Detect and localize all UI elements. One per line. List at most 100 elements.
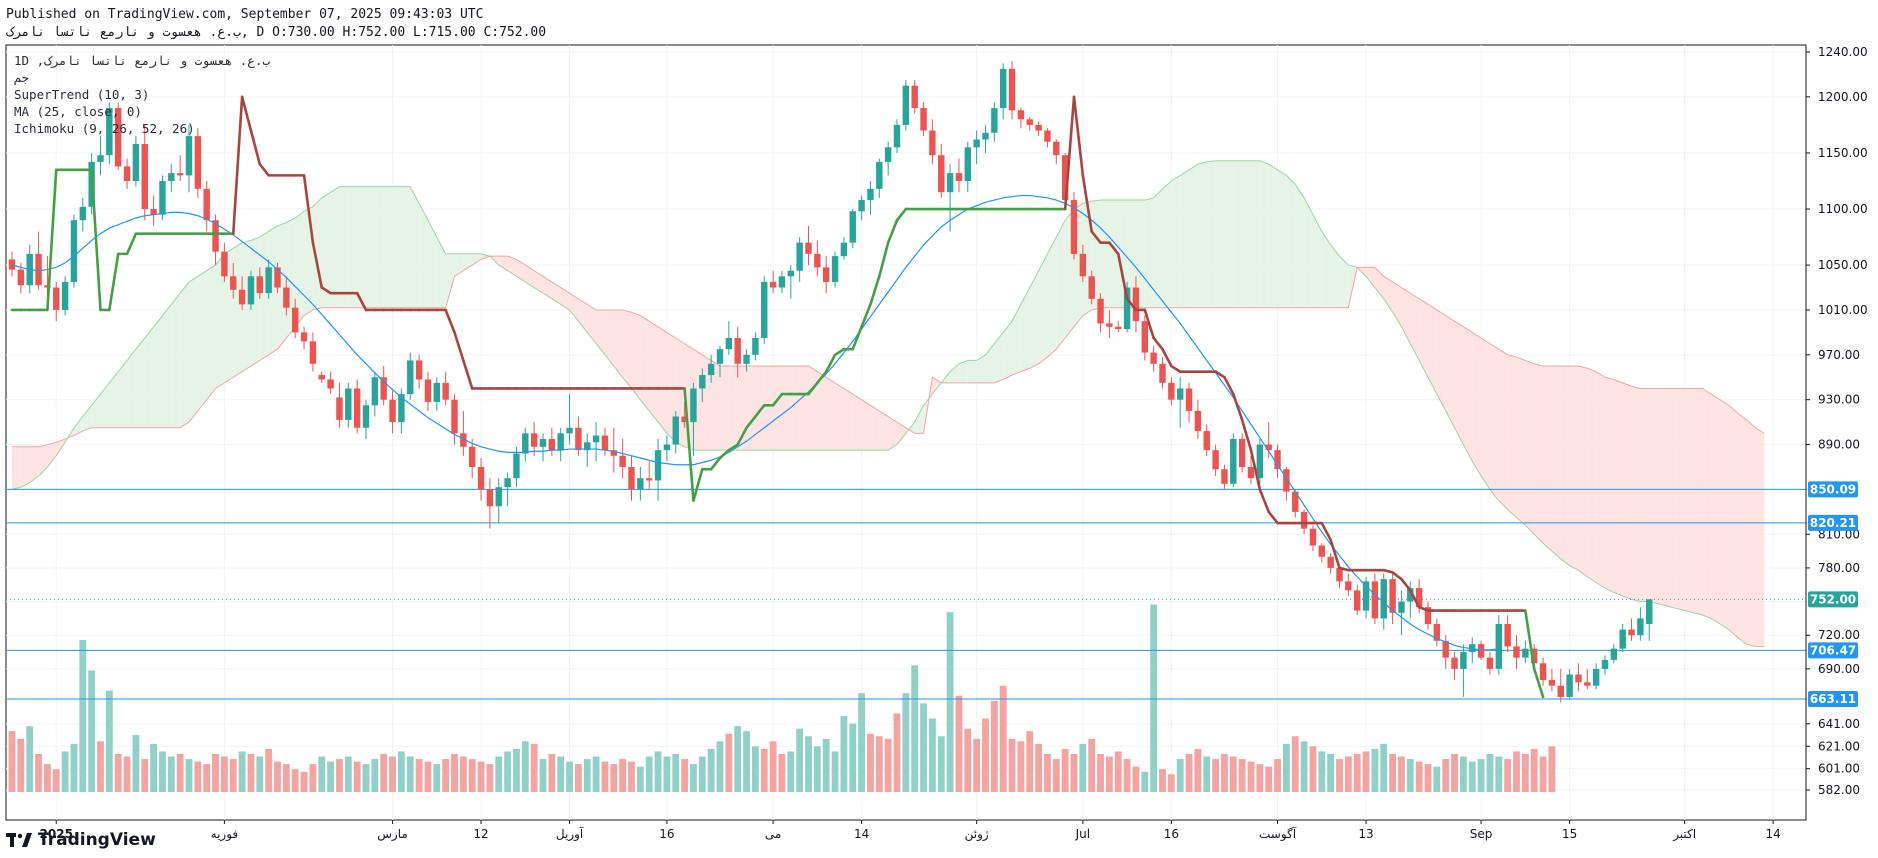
cloud-segment [392, 186, 402, 308]
cloud-segment [321, 192, 331, 308]
cloud-segment [1401, 287, 1411, 344]
candle-body [407, 360, 414, 395]
volume-bar [672, 754, 680, 792]
price-tick-label: 930.00 [1818, 393, 1860, 407]
candle-body [265, 267, 272, 294]
volume-bar [1406, 759, 1414, 792]
cloud-segment [1454, 321, 1464, 445]
cloud-segment [153, 315, 163, 428]
volume-bar [1530, 748, 1538, 792]
supertrend-segment [1267, 510, 1279, 525]
volume-bar [1114, 751, 1122, 792]
candle-body [1035, 124, 1042, 131]
candle-body [168, 173, 175, 181]
candle-body [893, 124, 901, 148]
cloud-segment [516, 259, 526, 282]
candle-body [1115, 326, 1122, 330]
candle-body [1398, 601, 1405, 613]
level-badge-bg [1808, 481, 1858, 498]
supertrend-segment [1108, 241, 1120, 256]
candle-body [663, 444, 671, 451]
volume-bar [70, 743, 78, 792]
volume-bar [194, 761, 202, 792]
volume-bar [1539, 756, 1547, 792]
volume-bar [238, 751, 246, 792]
supertrend-segment [1391, 571, 1403, 581]
tradingview-brand[interactable]: TradingView [6, 830, 156, 850]
volume-bar [44, 764, 51, 792]
cloud-segment [640, 315, 650, 411]
volume-bar [327, 761, 334, 792]
legend-supertrend[interactable]: SuperTrend (10, 3) [14, 87, 150, 102]
candle-body [398, 394, 405, 423]
supertrend-segment [355, 291, 368, 312]
volume-bar [61, 751, 69, 792]
supertrend-segment [320, 286, 332, 295]
cloud-segment [1640, 388, 1650, 602]
horizontal-levels[interactable] [6, 488, 1806, 700]
candle-body [1575, 674, 1582, 683]
candlesticks[interactable] [8, 60, 1653, 703]
candle-body [17, 269, 25, 286]
supertrend-segment [736, 426, 748, 446]
supertrend-segment [895, 207, 908, 222]
price-badges: 850.09 820.21 706.47 663.11 752.00 [1808, 481, 1858, 708]
supertrend-segment [1409, 589, 1421, 609]
supertrend-segment [745, 415, 757, 430]
cloud-segment [1596, 371, 1605, 589]
cloud-segment [1666, 388, 1676, 609]
indicator-legend[interactable]: 1D ,ب.ع. هعسوت و نارمع ناتسا نامرک جم Su… [14, 52, 270, 137]
legend-symbol[interactable]: 1D ,ب.ع. هعسوت و نارمع ناتسا نامرک [14, 53, 270, 68]
candle-body [345, 388, 352, 420]
cloud-segment [746, 366, 756, 451]
price-tick-label: 1240.00 [1818, 45, 1868, 59]
supertrend-segment [1382, 568, 1394, 574]
candle-body [911, 85, 918, 109]
volume-bar [716, 741, 724, 792]
cloud-segment [1684, 388, 1694, 613]
candle-body [1433, 624, 1441, 641]
cloud-segment [1383, 276, 1393, 313]
legend-ichimoku[interactable]: Ichimoku (9, 26, 52, 26) [14, 121, 195, 136]
supertrend-segment [1320, 521, 1332, 542]
candle-body [1345, 581, 1352, 591]
candle-body [1460, 652, 1467, 669]
volume-bar [654, 751, 662, 792]
time-axis[interactable]: 2025 فوریه مارس 12 آوریل 16 می 14 ژوئن Jul 16 آگوست… [40, 820, 1781, 842]
time-tick-label: 14 [1766, 827, 1781, 841]
ma-path [11, 194, 1499, 651]
candle-body [1380, 579, 1387, 619]
candle-body [486, 489, 494, 507]
cloud-segment [215, 253, 225, 389]
supertrend-segment [1240, 418, 1253, 452]
price-axis[interactable]: 1240.00 1200.00 1150.00 1100.00 1050.00 1010.… [1805, 45, 1868, 820]
volume-bar [114, 754, 122, 792]
candle-body [504, 478, 511, 488]
level-badge-bg [1808, 514, 1858, 531]
volume-bar [459, 756, 467, 792]
cloud-segment [861, 399, 871, 451]
candle-body [1088, 276, 1095, 299]
supertrend-segment [1417, 605, 1430, 612]
cloud-segment [1605, 377, 1614, 593]
supertrend-segment [869, 275, 881, 306]
supertrend-segment [1524, 609, 1536, 671]
cloud-segment [1224, 160, 1234, 308]
candle-body [1566, 674, 1573, 697]
cloud-segment [897, 422, 906, 445]
candle-body [1646, 599, 1653, 625]
volume-bar [1468, 761, 1476, 792]
candle-body [1159, 363, 1166, 383]
cloud-segment [1215, 160, 1225, 308]
legend-ma[interactable]: MA (25, close, 0) [14, 104, 142, 119]
volume-bar [867, 733, 874, 792]
cloud-segment [1251, 160, 1260, 308]
cloud-segment [1047, 237, 1057, 358]
supertrend-segment [771, 392, 784, 407]
publish-header: Published on TradingView.com, September … [6, 6, 546, 42]
cloud-segment [560, 287, 570, 310]
price-tick-label: 1150.00 [1818, 146, 1868, 160]
candle-body [1548, 680, 1556, 686]
supertrend-segment [851, 325, 863, 351]
